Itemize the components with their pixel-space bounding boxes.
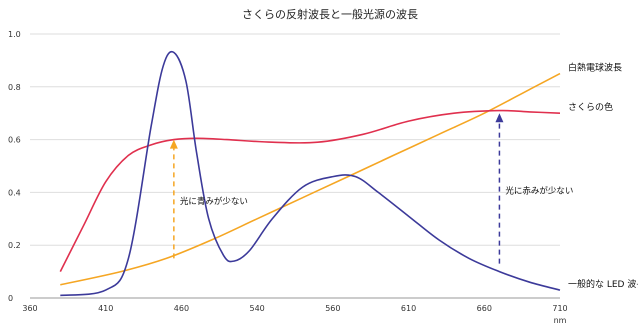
x-tick-label: 560 — [325, 304, 340, 313]
annotation-arrow-head — [169, 139, 178, 149]
grid — [30, 33, 560, 299]
series-label-sakura: さくらの色 — [568, 101, 613, 113]
chart-title: さくらの反射波長と一般光源の波長 — [242, 7, 418, 21]
series-label-incandescent: 白熱電球波長 — [568, 62, 622, 74]
annotation-arrow-head — [495, 113, 504, 123]
y-tick-label: 0.2 — [8, 241, 21, 250]
x-tick-label: 460 — [174, 304, 189, 313]
series-line-incandescent — [60, 72, 561, 286]
series-line-sakura — [59, 109, 561, 272]
axes: 0 0.2 0.4 0.6 0.8 1.0 360 410 460 540 560 610 660 710… — [8, 30, 568, 325]
x-axis-label: nm — [554, 316, 567, 325]
annotations: 光に青みが少ない 光に赤みが少ない — [169, 113, 573, 264]
series-line-led — [60, 50, 561, 297]
annotation-text: 光に青みが少ない — [180, 196, 248, 207]
y-tick-label: 0.8 — [8, 83, 21, 92]
y-tick-label: 0.4 — [8, 188, 21, 197]
x-tick-label: 610 — [401, 304, 416, 313]
x-tick-label: 710 — [552, 304, 567, 313]
y-tick-label: 0.6 — [8, 136, 21, 145]
x-tick-label: 410 — [98, 304, 113, 313]
series-label-led: 一般的な LED 波長 — [568, 278, 638, 290]
y-tick-label: 1.0 — [8, 30, 21, 39]
series-lines — [59, 50, 561, 297]
x-tick-label: 360 — [22, 304, 37, 313]
x-tick-label: 660 — [477, 304, 492, 313]
y-tick-label: 0 — [8, 294, 13, 303]
annotation-text: 光に赤みが少ない — [505, 185, 573, 196]
x-tick-label: 540 — [250, 304, 265, 313]
